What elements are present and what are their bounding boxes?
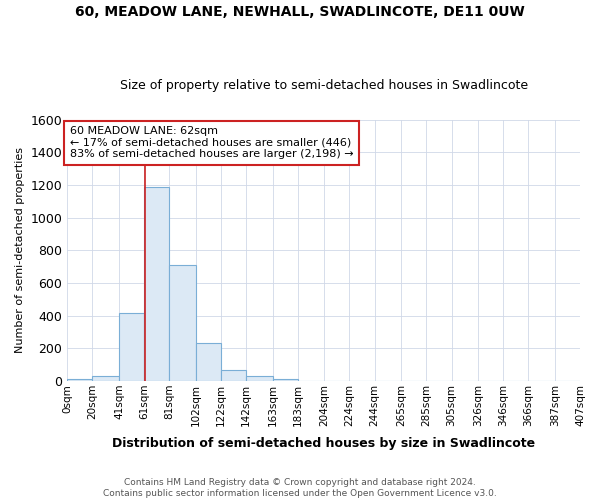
Bar bbox=[169, 265, 196, 381]
Bar bbox=[196, 344, 221, 381]
Text: Contains HM Land Registry data © Crown copyright and database right 2024.
Contai: Contains HM Land Registry data © Crown c… bbox=[103, 478, 497, 498]
Bar bbox=[246, 376, 272, 381]
Text: 60, MEADOW LANE, NEWHALL, SWADLINCOTE, DE11 0UW: 60, MEADOW LANE, NEWHALL, SWADLINCOTE, D… bbox=[75, 5, 525, 19]
X-axis label: Distribution of semi-detached houses by size in Swadlincote: Distribution of semi-detached houses by … bbox=[112, 437, 535, 450]
Y-axis label: Number of semi-detached properties: Number of semi-detached properties bbox=[15, 148, 25, 354]
Bar bbox=[144, 188, 169, 381]
Bar bbox=[221, 370, 246, 381]
Bar bbox=[272, 378, 298, 381]
Text: 60 MEADOW LANE: 62sqm
← 17% of semi-detached houses are smaller (446)
83% of sem: 60 MEADOW LANE: 62sqm ← 17% of semi-deta… bbox=[70, 126, 353, 160]
Bar bbox=[67, 380, 92, 381]
Bar bbox=[92, 376, 119, 381]
Bar bbox=[119, 313, 144, 381]
Title: Size of property relative to semi-detached houses in Swadlincote: Size of property relative to semi-detach… bbox=[119, 79, 528, 92]
